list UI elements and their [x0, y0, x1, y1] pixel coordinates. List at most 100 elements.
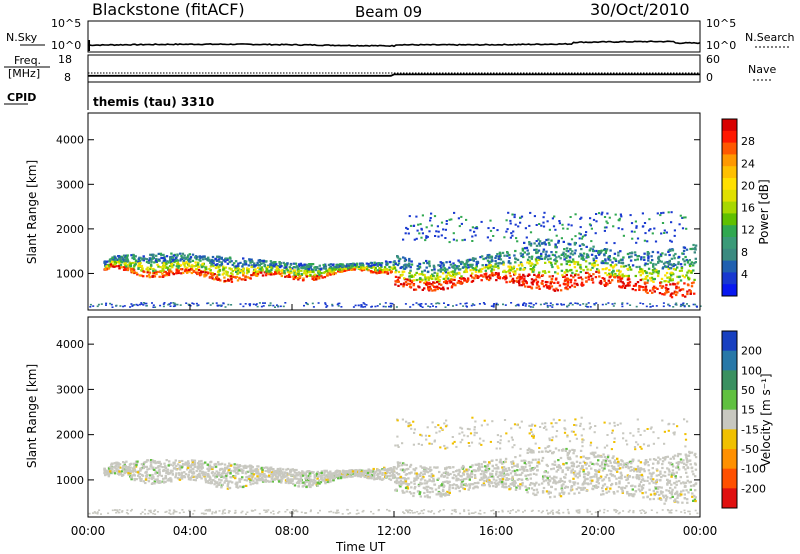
data-cell: [348, 266, 351, 269]
data-cell: [568, 263, 571, 267]
data-cell: [159, 266, 162, 269]
data-cell: [687, 278, 690, 281]
data-cell: [566, 486, 569, 489]
data-cell: [512, 462, 515, 465]
data-cell: [441, 268, 445, 271]
data-cell: [274, 271, 277, 274]
data-cell: [256, 475, 259, 478]
data-cell: [466, 258, 470, 262]
data-cell: [444, 470, 448, 473]
data-cell: [417, 285, 420, 288]
data-cell: [605, 282, 608, 285]
data-cell: [657, 497, 660, 500]
data-cell: [495, 470, 498, 473]
data-cell: [538, 276, 541, 279]
data-cell: [239, 269, 242, 272]
data-cell: [474, 470, 477, 473]
data-cell: [451, 278, 454, 281]
data-cell: [138, 259, 142, 263]
data-cell: [465, 477, 468, 480]
data-cell: [594, 260, 598, 263]
data-cell: [113, 255, 116, 258]
data-cell: [319, 481, 323, 484]
data-cell: [410, 471, 413, 474]
data-cell: [300, 264, 304, 267]
data-cell: [515, 486, 518, 489]
data-cell: [652, 481, 655, 484]
data-cell: [265, 270, 269, 273]
data-cell: [109, 302, 112, 305]
data-cell: [107, 473, 110, 476]
data-cell: [664, 286, 668, 290]
data-cell: [497, 467, 500, 470]
data-cell: [635, 265, 638, 269]
data-cell: [222, 267, 226, 270]
colorbar-tick-label: 24: [741, 157, 755, 170]
data-cell: [573, 241, 577, 244]
data-cell: [180, 272, 183, 275]
data-cell: [576, 302, 579, 305]
data-cell: [605, 226, 608, 229]
data-cell: [555, 287, 558, 290]
data-cell: [242, 305, 245, 308]
data-cell: [578, 244, 582, 247]
data-cell: [288, 266, 291, 269]
data-cell: [234, 260, 238, 263]
data-cell: [431, 289, 434, 292]
data-cell: [242, 257, 245, 260]
data-cell: [257, 472, 260, 475]
data-cell: [318, 267, 321, 271]
data-cell: [230, 280, 234, 283]
data-cell: [119, 258, 122, 261]
data-cell: [689, 262, 693, 265]
data-cell: [657, 456, 660, 459]
data-cell: [630, 222, 634, 225]
data-cell: [546, 220, 549, 223]
data-cell: [621, 490, 624, 493]
data-cell: [512, 265, 516, 268]
data-cell: [307, 274, 310, 277]
data-cell: [640, 485, 643, 488]
data-cell: [215, 302, 218, 304]
data-cell: [464, 265, 467, 268]
data-cell: [542, 475, 545, 478]
data-cell: [332, 268, 335, 271]
data-cell: [365, 262, 369, 265]
data-cell: [603, 464, 607, 468]
data-cell: [503, 236, 506, 239]
data-cell: [579, 252, 582, 255]
data-cell: [409, 306, 412, 308]
data-cell: [546, 281, 549, 284]
data-cell: [186, 256, 189, 259]
data-cell: [681, 217, 684, 219]
data-cell: [308, 271, 311, 274]
data-cell: [608, 216, 611, 219]
data-cell: [409, 279, 412, 283]
data-cell: [659, 479, 662, 482]
data-cell: [620, 265, 623, 268]
data-cell: [279, 272, 282, 276]
data-cell: [585, 245, 588, 248]
data-cell: [282, 261, 285, 264]
data-cell: [612, 491, 615, 494]
data-cell: [145, 302, 148, 305]
data-cell: [415, 278, 419, 282]
data-cell: [466, 277, 470, 280]
data-cell: [487, 469, 490, 472]
data-cell: [534, 258, 538, 261]
data-cell: [452, 477, 455, 480]
data-cell: [481, 267, 484, 270]
data-cell: [388, 305, 390, 308]
data-cell: [667, 461, 671, 464]
data-cell: [523, 279, 526, 282]
data-cell: [585, 253, 589, 256]
data-cell: [553, 289, 557, 292]
data-cell: [425, 467, 428, 470]
data-cell: [353, 268, 356, 271]
data-cell: [624, 284, 627, 287]
data-cell: [519, 268, 522, 271]
data-cell: [207, 469, 210, 473]
data-cell: [585, 280, 588, 283]
data-cell: [601, 484, 605, 487]
